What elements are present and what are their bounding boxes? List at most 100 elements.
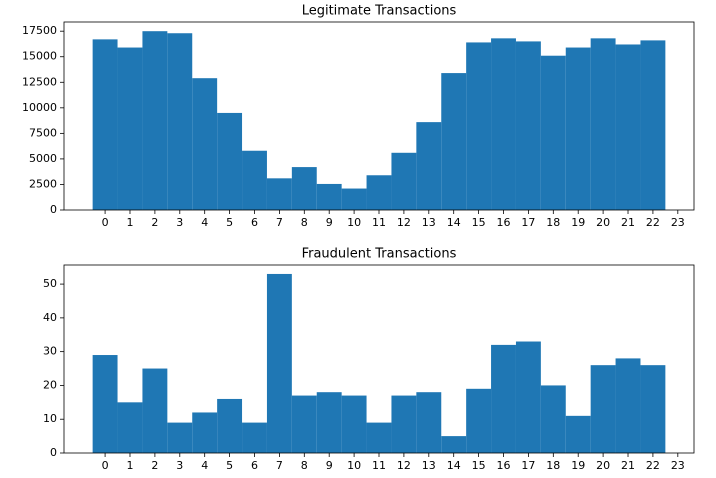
y-tick-label: 5000 — [29, 152, 57, 165]
bar — [341, 395, 367, 453]
bar — [242, 150, 267, 210]
x-tick-label: 3 — [176, 459, 183, 472]
bar — [291, 395, 317, 453]
bar — [466, 42, 492, 210]
x-tick-label: 2 — [151, 216, 158, 229]
bar — [117, 402, 143, 453]
y-tick-label: 10 — [43, 412, 57, 425]
x-tick-label: 3 — [176, 216, 183, 229]
bar — [441, 436, 467, 453]
x-tick-label: 21 — [621, 459, 635, 472]
y-tick-label: 12500 — [22, 75, 57, 88]
y-tick-label: 15000 — [22, 50, 57, 63]
bar — [341, 188, 367, 210]
x-tick-label: 9 — [326, 216, 333, 229]
x-tick-label: 10 — [347, 216, 361, 229]
bar — [540, 385, 566, 453]
x-tick-label: 5 — [226, 216, 233, 229]
x-tick-label: 22 — [646, 459, 660, 472]
bar — [416, 122, 442, 210]
x-tick-label: 9 — [326, 459, 333, 472]
bar — [515, 341, 541, 453]
bar — [117, 47, 143, 210]
x-tick-label: 20 — [596, 459, 610, 472]
y-tick-label: 40 — [43, 311, 57, 324]
bar — [242, 422, 267, 453]
x-tick-label: 18 — [546, 216, 560, 229]
x-tick-label: 7 — [276, 216, 283, 229]
bar — [391, 152, 417, 210]
x-tick-label: 15 — [472, 459, 486, 472]
bar — [416, 392, 442, 453]
x-tick-label: 14 — [447, 216, 461, 229]
x-tick-label: 14 — [447, 459, 461, 472]
bar — [366, 422, 392, 453]
bar — [167, 33, 193, 210]
x-tick-label: 17 — [521, 216, 535, 229]
chart-title: Fraudulent Transactions — [302, 247, 457, 262]
x-tick-label: 13 — [422, 216, 436, 229]
chart-title: Legitimate Transactions — [302, 4, 457, 19]
x-tick-label: 4 — [201, 216, 208, 229]
bar — [640, 365, 666, 453]
x-tick-label: 1 — [126, 459, 133, 472]
x-tick-label: 0 — [102, 459, 109, 472]
x-tick-label: 17 — [521, 459, 535, 472]
x-tick-label: 5 — [226, 459, 233, 472]
y-tick-label: 30 — [43, 345, 57, 358]
bar — [291, 167, 317, 210]
bar — [441, 73, 467, 210]
bar — [266, 178, 292, 210]
bar — [366, 175, 392, 210]
bar — [565, 47, 591, 210]
bar — [142, 31, 168, 211]
x-tick-label: 16 — [497, 216, 511, 229]
x-tick-label: 19 — [571, 459, 585, 472]
bar — [167, 422, 193, 453]
bar — [192, 78, 218, 211]
y-tick-label: 17500 — [22, 24, 57, 37]
y-tick-label: 0 — [50, 203, 57, 216]
bar — [316, 392, 342, 453]
bar — [266, 273, 292, 453]
x-tick-label: 12 — [397, 459, 411, 472]
x-tick-label: 11 — [372, 459, 386, 472]
bar — [615, 44, 641, 211]
x-tick-label: 2 — [151, 459, 158, 472]
y-tick-label: 2500 — [29, 177, 57, 190]
x-tick-label: 8 — [301, 216, 308, 229]
x-tick-label: 19 — [571, 216, 585, 229]
bar — [590, 38, 616, 210]
x-tick-label: 10 — [347, 459, 361, 472]
x-tick-label: 22 — [646, 216, 660, 229]
x-tick-label: 13 — [422, 459, 436, 472]
bar — [565, 415, 591, 453]
x-tick-label: 8 — [301, 459, 308, 472]
bar — [640, 40, 666, 211]
x-tick-label: 18 — [546, 459, 560, 472]
x-tick-label: 16 — [497, 459, 511, 472]
bar — [466, 388, 492, 453]
bar — [142, 368, 168, 453]
bar — [540, 55, 566, 210]
y-tick-label: 20 — [43, 378, 57, 391]
x-tick-label: 12 — [397, 216, 411, 229]
x-tick-label: 23 — [671, 216, 685, 229]
bar — [391, 395, 417, 453]
bar — [192, 412, 218, 453]
x-tick-label: 4 — [201, 459, 208, 472]
y-tick-label: 0 — [50, 446, 57, 459]
bar — [590, 365, 616, 453]
y-tick-label: 7500 — [29, 126, 57, 139]
y-tick-label: 50 — [43, 277, 57, 290]
y-tick-label: 10000 — [22, 101, 57, 114]
x-tick-label: 11 — [372, 216, 386, 229]
bar — [491, 344, 516, 453]
bar — [615, 358, 641, 453]
x-tick-label: 6 — [251, 459, 258, 472]
x-tick-label: 6 — [251, 216, 258, 229]
bar — [491, 38, 516, 210]
x-tick-label: 0 — [102, 216, 109, 229]
bar — [92, 355, 118, 453]
